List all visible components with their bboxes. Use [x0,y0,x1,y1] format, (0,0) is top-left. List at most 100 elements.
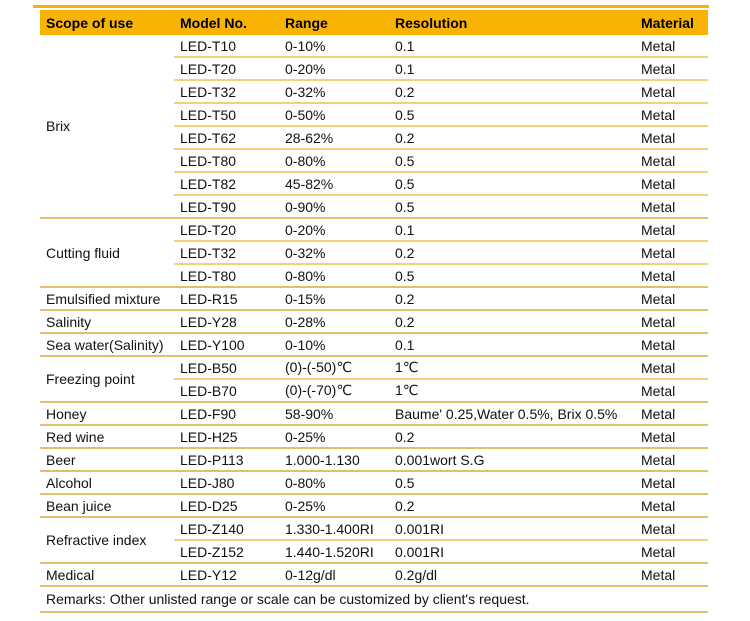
model-cell: LED-T62 [174,126,279,150]
table-row: LED-T80 0-80% 0.5 Metal [40,264,708,288]
material-cell: Metal [635,218,708,242]
range-cell: 0-10% [279,333,389,357]
table-row: Honey LED-F90 58-90% Baume' 0.25,Water 0.5%… [40,402,708,426]
material-cell: Metal [635,379,708,403]
model-cell: LED-R15 [174,287,279,311]
range-cell: 58-90% [279,402,389,426]
range-cell: 0-28% [279,310,389,334]
model-cell: LED-B70 [174,379,279,403]
model-cell: LED-T90 [174,195,279,219]
resolution-cell: 0.001RI [389,517,635,541]
table-row: LED-T32 0-32% 0.2 Metal [40,241,708,265]
model-cell: LED-Z140 [174,517,279,541]
range-cell: 0-20% [279,57,389,81]
material-cell: Metal [635,103,708,127]
material-cell: Metal [635,287,708,311]
resolution-cell: 0.001wort S.G [389,448,635,472]
material-cell: Metal [635,241,708,265]
table-row: Beer LED-P113 1.000-1.130 0.001wort S.G Meta… [40,448,708,472]
model-cell: LED-T80 [174,264,279,288]
scope-cell: Honey [40,402,174,426]
table-row: Brix LED-T10 0-10% 0.1 Metal [40,35,708,219]
range-cell: 1.330-1.400RI [279,517,389,541]
range-cell: 0-25% [279,425,389,449]
resolution-cell: 0.5 [389,149,635,173]
table-row: Red wine LED-H25 0-25% 0.2 Metal [40,425,708,449]
material-cell: Metal [635,57,708,81]
range-cell: 0-32% [279,241,389,265]
resolution-cell: 0.2g/dl [389,563,635,587]
scope-cell: Refractive index [40,517,174,564]
resolution-cell: 0.1 [389,35,635,58]
column-header-material: Material [635,10,708,35]
table-row: Freezing point LED-B50 (0)-(-50)℃ 1℃ Metal [40,356,708,403]
range-cell: (0)-(-50)℃ [279,356,389,380]
table-row: Cutting fluid LED-T20 0-20% 0.1 Metal [40,218,708,288]
material-cell: Metal [635,448,708,472]
material-cell: Metal [635,425,708,449]
scope-cell: Alcohol [40,471,174,495]
material-cell: Metal [635,35,708,58]
resolution-cell: Baume' 0.25,Water 0.5%, Brix 0.5% [389,402,635,426]
model-cell: LED-Y100 [174,333,279,357]
resolution-cell: 0.2 [389,494,635,518]
model-cell: LED-J80 [174,471,279,495]
resolution-cell: 1℃ [389,356,635,380]
resolution-cell: 0.2 [389,287,635,311]
table-body: Brix LED-T10 0-10% 0.1 Metal LED-T20 0-20% 0.1 M… [40,35,708,613]
table-row: Salinity LED-Y28 0-28% 0.2 Metal [40,310,708,334]
scope-cell: Salinity [40,310,174,334]
range-cell: 0-10% [279,35,389,58]
resolution-cell: 0.2 [389,241,635,265]
resolution-cell: 0.2 [389,80,635,104]
range-cell: 28-62% [279,126,389,150]
range-cell: 0-12g/dl [279,563,389,587]
model-cell: LED-T20 [174,218,279,242]
material-cell: Metal [635,149,708,173]
table-row: Refractive index LED-Z140 1.330-1.400RI 0.0… [40,517,708,564]
table-row: LED-T82 45-82% 0.5 Metal [40,172,708,196]
scope-cell: Freezing point [40,356,174,403]
range-cell: (0)-(-70)℃ [279,379,389,403]
model-cell: LED-F90 [174,402,279,426]
column-header-scope-of-use: Scope of use [40,10,174,35]
scope-cell: Red wine [40,425,174,449]
scope-cell: Emulsified mixture [40,287,174,311]
material-cell: Metal [635,540,708,564]
scope-cell: Medical [40,563,174,587]
table-row: Bean juice LED-D25 0-25% 0.2 Metal [40,494,708,518]
model-cell: LED-P113 [174,448,279,472]
range-cell: 0-20% [279,218,389,242]
resolution-cell: 0.5 [389,471,635,495]
resolution-cell: 0.2 [389,310,635,334]
scope-cell: Bean juice [40,494,174,518]
range-cell: 0-50% [279,103,389,127]
material-cell: Metal [635,517,708,541]
model-cell: LED-T10 [174,35,279,58]
model-cell: LED-T20 [174,57,279,81]
material-cell: Metal [635,126,708,150]
remarks-text: Remarks: Other unlisted range or scale c… [40,586,708,613]
scope-cell: Cutting fluid [40,218,174,288]
scope-cell: Sea water(Salinity) [40,333,174,357]
table-row: Sea water(Salinity) LED-Y100 0-10% 0.1 Metal [40,333,708,357]
resolution-cell: 0.001RI [389,540,635,564]
material-cell: Metal [635,471,708,495]
range-cell: 0-80% [279,149,389,173]
material-cell: Metal [635,563,708,587]
material-cell: Metal [635,333,708,357]
model-cell: LED-Z152 [174,540,279,564]
remarks-row: Remarks: Other unlisted range or scale c… [40,586,708,613]
model-cell: LED-T32 [174,80,279,104]
range-cell: 1.440-1.520RI [279,540,389,564]
range-cell: 0-90% [279,195,389,219]
model-cell: LED-Y12 [174,563,279,587]
material-cell: Metal [635,402,708,426]
table-row: LED-T32 0-32% 0.2 Metal [40,80,708,104]
table-row: LED-T80 0-80% 0.5 Metal [40,149,708,173]
material-cell: Metal [635,264,708,288]
table-row: Medical LED-Y12 0-12g/dl 0.2g/dl Metal [40,563,708,587]
table-row: LED-T20 0-20% 0.1 Metal [40,57,708,81]
material-cell: Metal [635,494,708,518]
table-row: Alcohol LED-J80 0-80% 0.5 Metal [40,471,708,495]
